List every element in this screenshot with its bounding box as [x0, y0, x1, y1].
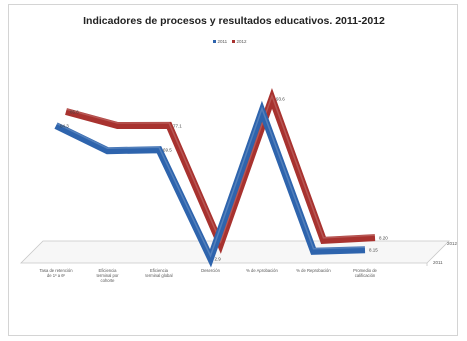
series-highlight-2011: [55, 106, 366, 258]
category-label-1: Eficiencia terminal por cohorte: [96, 268, 119, 283]
data-label-2011-0: 84.3: [60, 124, 69, 129]
depth-axis-labels: 2011 2012: [433, 241, 458, 265]
category-label-3: Deserción: [201, 268, 221, 273]
chart-svg: Indicadores de procesos y resultados edu…: [20, 15, 458, 283]
depth-label-2011: 2011: [433, 260, 443, 265]
chart-floor: [20, 240, 450, 266]
series-line-2011: [54, 100, 366, 268]
series-layer: 85.6 77.1 93.6 8.20 84.3 69.5 2.9 8.15: [54, 88, 388, 268]
category-labels: Tasa de retención de 1º a 6º Eficiencia ter…: [39, 268, 377, 283]
data-label-2012-6: 8.20: [379, 236, 388, 241]
legend-swatch-2012: [232, 40, 235, 43]
series-line-2012: [65, 88, 376, 254]
legend-label-2012: 2012: [237, 39, 248, 44]
data-label-2011-3: 2.9: [215, 256, 222, 261]
floor-plane: [20, 240, 450, 264]
chart-legend: 2011 2012: [213, 39, 247, 44]
data-label-2012-4: 93.6: [276, 96, 285, 101]
legend-swatch-2011: [213, 40, 216, 43]
category-label-4: % de Aprobación: [246, 268, 278, 273]
data-label-2012-0: 85.6: [70, 109, 79, 114]
chart-frame: Indicadores de procesos y resultados edu…: [8, 4, 458, 336]
data-label-2011-2: 69.5: [163, 148, 172, 153]
depth-label-2012: 2012: [447, 241, 458, 246]
category-label-2: Eficiencia terminal global: [145, 268, 172, 278]
chart-title: Indicadores de procesos y resultados edu…: [83, 15, 385, 27]
category-label-5: % de Reprobación: [296, 268, 331, 273]
series-highlight-2012: [65, 93, 376, 244]
category-label-0: Tasa de retención de 1º a 6º: [39, 268, 73, 278]
data-label-2012-2: 77.1: [173, 123, 182, 128]
legend-label-2011: 2011: [218, 39, 228, 44]
category-label-6: Promedio de calificación: [353, 268, 377, 278]
data-label-2011-6: 8.15: [369, 248, 378, 253]
